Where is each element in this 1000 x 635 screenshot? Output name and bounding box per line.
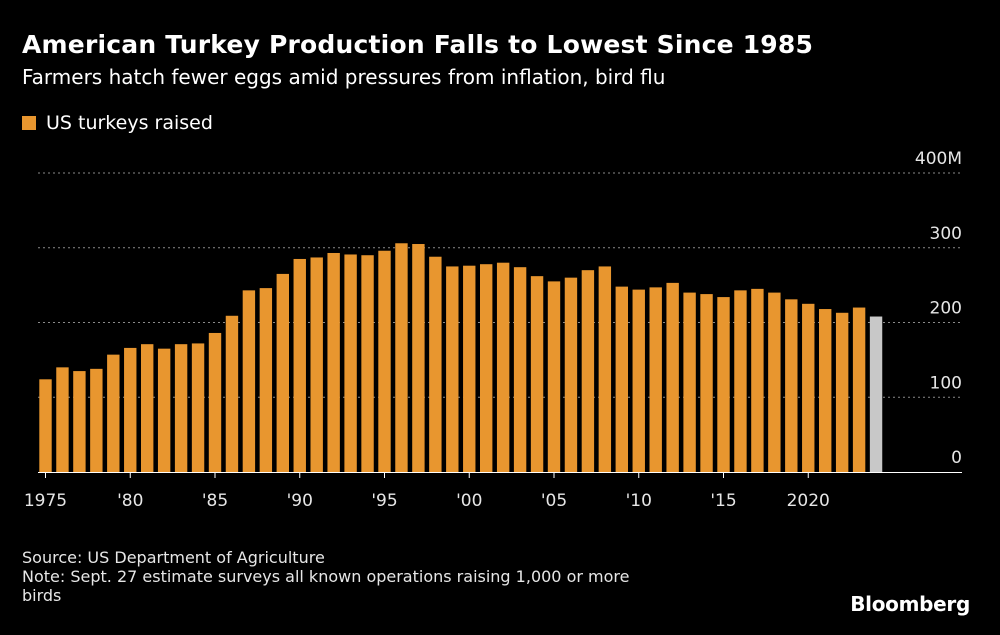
- bloomberg-logo: Bloomberg: [850, 592, 970, 616]
- bar: [107, 354, 120, 472]
- bar: [785, 299, 798, 472]
- bar: [598, 266, 612, 472]
- x-tick-label: '90: [287, 491, 313, 511]
- bar: [361, 255, 374, 472]
- bar: [802, 303, 815, 472]
- bar-estimate: [869, 316, 883, 472]
- bar: [90, 368, 103, 472]
- x-tick-label: '95: [371, 491, 397, 511]
- chart-title: American Turkey Production Falls to Lowe…: [22, 30, 814, 59]
- bar: [276, 273, 289, 472]
- bar: [666, 282, 679, 472]
- note-text-line1: Note: Sept. 27 estimate surveys all know…: [22, 567, 630, 586]
- bar: [852, 307, 866, 472]
- legend: US turkeys raised: [22, 112, 213, 134]
- legend-swatch: [22, 116, 36, 130]
- footer: Source: US Department of Agriculture Not…: [22, 548, 629, 605]
- bar: [683, 292, 696, 472]
- bar: [157, 348, 171, 472]
- source-text: Source: US Department of Agriculture: [22, 548, 325, 567]
- x-tick-label: '85: [202, 491, 228, 511]
- bar: [734, 290, 747, 472]
- bar: [751, 288, 764, 472]
- bar: [547, 281, 561, 472]
- x-tick-label: '10: [626, 491, 652, 511]
- bar: [819, 309, 832, 472]
- bar: [446, 266, 459, 472]
- bar: [463, 265, 476, 472]
- bar: [208, 332, 222, 472]
- bar: [310, 257, 323, 472]
- bar: [513, 267, 527, 472]
- bar: [73, 371, 86, 472]
- bar: [327, 252, 340, 472]
- legend-label: US turkeys raised: [46, 112, 213, 134]
- y-tick-label: 200: [930, 299, 962, 319]
- bar: [496, 262, 510, 472]
- x-tick-label: '15: [710, 491, 736, 511]
- y-tick-label: 300: [930, 224, 962, 244]
- bar: [429, 256, 442, 472]
- bar: [344, 254, 357, 472]
- x-tick-label: '80: [117, 491, 143, 511]
- x-tick-label: '05: [541, 491, 567, 511]
- bar: [56, 367, 69, 472]
- bar: [141, 344, 154, 472]
- bar: [717, 297, 730, 472]
- bar: [395, 243, 408, 472]
- bar: [480, 264, 493, 472]
- bar: [293, 258, 306, 472]
- bar: [700, 294, 713, 472]
- bar: [768, 292, 781, 472]
- bar: [412, 244, 425, 472]
- bar: [242, 290, 256, 472]
- x-tick-label: '00: [456, 491, 482, 511]
- x-tick-label: 1975: [24, 491, 67, 511]
- y-tick-label: 0: [951, 448, 962, 468]
- bar: [615, 286, 628, 472]
- bar: [649, 287, 662, 472]
- bar: [225, 315, 239, 472]
- bar: [378, 250, 391, 472]
- bar: [191, 343, 205, 472]
- bar: [530, 276, 544, 472]
- note-text-line2: birds: [22, 586, 62, 605]
- chart-subtitle: Farmers hatch fewer eggs amid pressures …: [22, 65, 666, 89]
- bar: [581, 270, 595, 472]
- bar: [39, 379, 52, 472]
- x-tick-label: 2020: [787, 491, 830, 511]
- y-tick-label: 400M: [915, 149, 962, 169]
- y-tick-label: 100: [930, 373, 962, 393]
- bar: [835, 312, 849, 472]
- bar: [124, 347, 137, 472]
- bar: [564, 277, 578, 472]
- bar: [174, 344, 188, 472]
- bar: [259, 288, 273, 472]
- bar: [632, 289, 645, 472]
